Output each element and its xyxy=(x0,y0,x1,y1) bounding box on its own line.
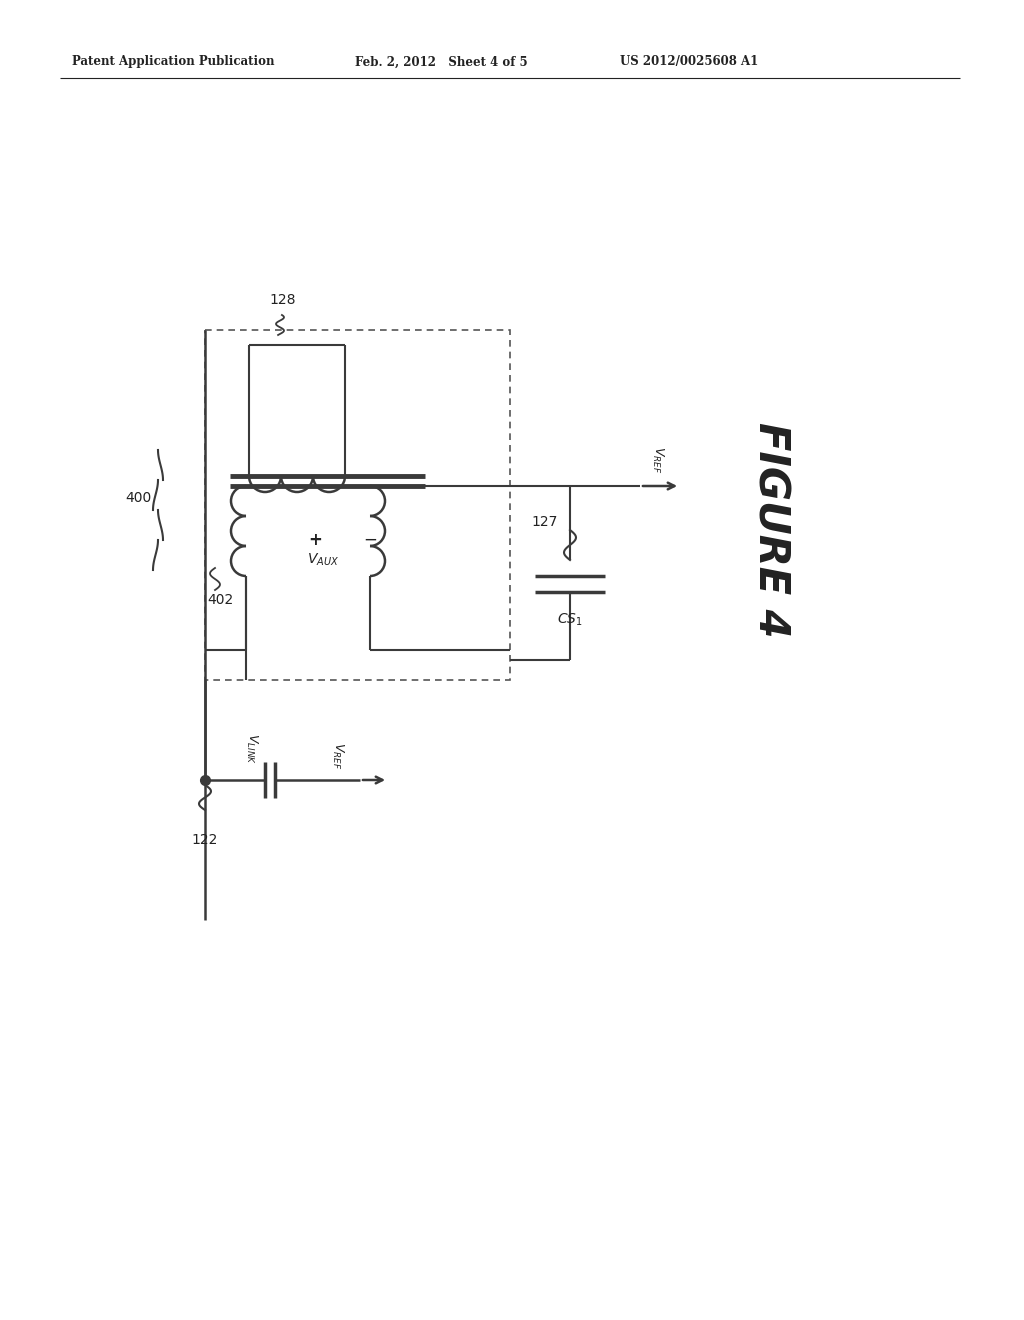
Text: Patent Application Publication: Patent Application Publication xyxy=(72,55,274,69)
Text: 128: 128 xyxy=(269,293,296,308)
Text: $V_{LINK}$: $V_{LINK}$ xyxy=(245,733,259,763)
Text: $V_{AUX}$: $V_{AUX}$ xyxy=(307,552,339,568)
Text: 402: 402 xyxy=(207,593,233,607)
Text: $CS_1$: $CS_1$ xyxy=(557,611,583,628)
Bar xyxy=(205,330,510,680)
Text: US 2012/0025608 A1: US 2012/0025608 A1 xyxy=(620,55,758,69)
Text: Feb. 2, 2012   Sheet 4 of 5: Feb. 2, 2012 Sheet 4 of 5 xyxy=(355,55,527,69)
Text: 127: 127 xyxy=(531,515,558,529)
Text: +: + xyxy=(308,531,322,549)
Text: $V_{REF}$: $V_{REF}$ xyxy=(331,742,345,770)
Text: FIGURE 4: FIGURE 4 xyxy=(749,422,791,638)
Text: 122: 122 xyxy=(191,833,218,847)
Text: $V_{REF}$: $V_{REF}$ xyxy=(650,446,666,474)
Text: −: − xyxy=(364,531,377,549)
Text: 400: 400 xyxy=(125,491,152,506)
